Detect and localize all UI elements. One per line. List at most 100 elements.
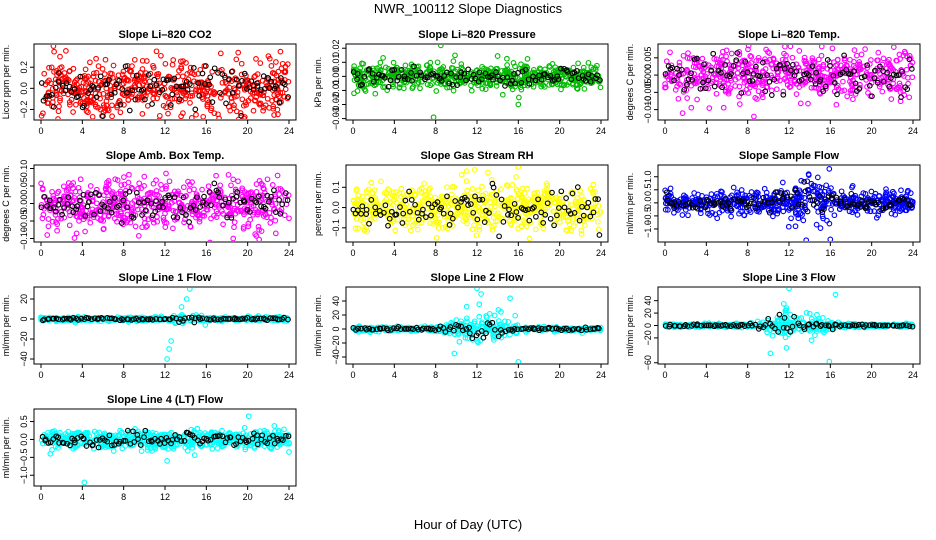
black-data-point xyxy=(758,204,765,211)
black-data-point xyxy=(75,317,82,323)
black-data-point xyxy=(768,92,775,98)
black-data-point xyxy=(105,205,111,211)
y-tick-label: −0.5 xyxy=(643,207,653,225)
black-data-point xyxy=(808,76,814,83)
black-data-point xyxy=(71,86,78,92)
data-point xyxy=(136,180,143,187)
data-point xyxy=(141,75,147,82)
panel-title: Slope Li–820 Pressure xyxy=(418,29,535,41)
data-point xyxy=(848,75,854,81)
black-data-point xyxy=(56,196,63,203)
data-point xyxy=(165,110,171,117)
black-data-point xyxy=(250,86,257,93)
data-point xyxy=(458,171,465,178)
data-point xyxy=(169,86,176,92)
data-point xyxy=(204,206,211,213)
black-data-point xyxy=(266,85,273,91)
data-point xyxy=(372,90,379,97)
data-point xyxy=(833,101,840,108)
black-data-point xyxy=(415,216,422,223)
data-point xyxy=(558,76,565,82)
y-tick-label: 0.5 xyxy=(643,184,653,197)
y-axis-label: degrees C per min. xyxy=(625,44,635,121)
black-data-point xyxy=(395,73,402,80)
black-data-point xyxy=(363,206,370,213)
data-point xyxy=(802,202,808,209)
data-point xyxy=(829,72,836,78)
data-point xyxy=(477,337,484,344)
black-data-point xyxy=(463,77,469,84)
data-point xyxy=(771,208,778,214)
black-data-point xyxy=(474,216,481,223)
data-point xyxy=(390,216,397,223)
data-point xyxy=(437,45,444,49)
black-data-point xyxy=(453,74,460,80)
data-point xyxy=(517,77,524,84)
data-point xyxy=(838,188,845,195)
black-data-point xyxy=(399,220,406,226)
data-point xyxy=(668,62,675,69)
black-data-point xyxy=(106,77,112,83)
black-data-point xyxy=(149,212,156,219)
data-point xyxy=(736,83,743,90)
black-data-point xyxy=(223,100,229,107)
y-tick-label: −40 xyxy=(331,349,341,364)
x-tick-label: 12 xyxy=(472,248,482,258)
black-data-point xyxy=(359,81,365,88)
data-point xyxy=(231,105,237,111)
data-point xyxy=(868,57,874,63)
data-point xyxy=(95,63,102,69)
data-point xyxy=(585,59,592,66)
data-point xyxy=(444,84,450,91)
data-point xyxy=(232,210,239,217)
data-point xyxy=(398,193,404,200)
black-data-point xyxy=(254,83,261,89)
black-data-point xyxy=(788,67,794,74)
data-point xyxy=(171,198,178,204)
data-point xyxy=(850,62,857,69)
black-data-point xyxy=(276,197,282,203)
black-data-point xyxy=(382,202,389,209)
data-point xyxy=(100,91,107,97)
data-point xyxy=(471,201,478,208)
black-data-point xyxy=(888,202,894,209)
data-point xyxy=(121,174,127,180)
data-point xyxy=(141,173,148,180)
data-point xyxy=(199,212,206,219)
black-data-point xyxy=(799,201,805,208)
data-point xyxy=(154,191,161,198)
data-point xyxy=(238,60,245,67)
data-point xyxy=(103,186,109,193)
data-point xyxy=(245,223,252,230)
data-point xyxy=(716,209,723,216)
data-point xyxy=(258,208,265,215)
data-point xyxy=(121,76,127,82)
data-point xyxy=(135,233,142,239)
data-point xyxy=(67,212,73,219)
data-point xyxy=(228,182,234,189)
black-data-point xyxy=(265,75,272,81)
black-data-point xyxy=(273,83,279,90)
data-point xyxy=(255,223,262,230)
data-point xyxy=(792,209,799,216)
black-data-point xyxy=(861,73,868,80)
black-data-point xyxy=(555,76,562,83)
y-tick-label: −20 xyxy=(331,335,341,350)
data-point xyxy=(52,211,59,218)
black-data-point xyxy=(493,192,500,198)
black-data-point xyxy=(124,89,130,96)
data-point xyxy=(118,182,125,188)
data-point xyxy=(705,85,712,92)
black-data-point xyxy=(184,86,191,93)
data-point xyxy=(351,90,357,97)
data-point xyxy=(264,176,271,183)
data-point xyxy=(121,102,127,108)
black-data-point xyxy=(726,200,732,206)
black-data-point xyxy=(576,217,583,224)
black-data-point xyxy=(438,204,445,211)
data-point xyxy=(82,66,89,73)
black-data-point xyxy=(496,233,502,240)
data-point xyxy=(665,207,671,213)
data-point xyxy=(752,95,759,101)
